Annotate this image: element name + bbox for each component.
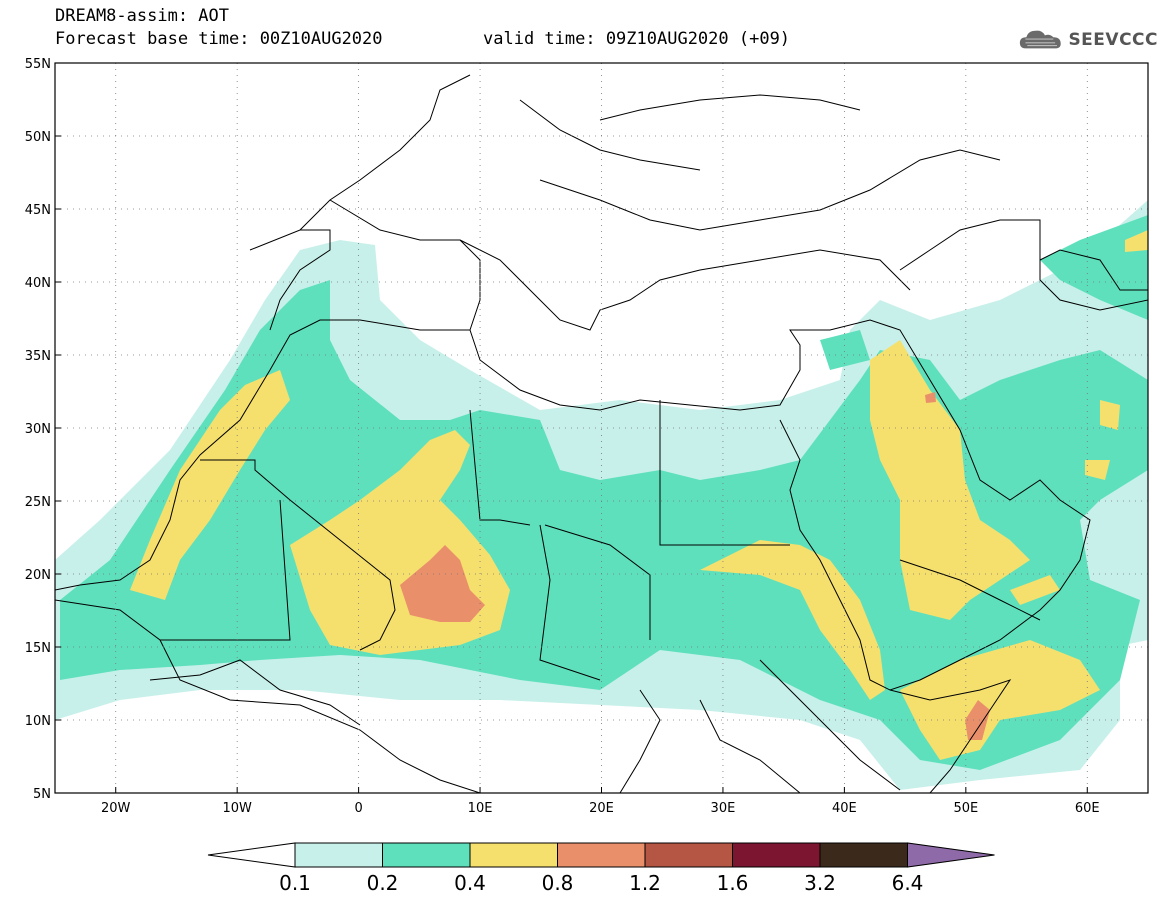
longitude-axis: 20W 10W 0 10E 20E 30E 40E 50E 60E xyxy=(101,787,1100,816)
lon-tick-label: 40E xyxy=(832,801,857,816)
colorbar-swatch xyxy=(469,842,558,868)
lat-tick-label: 25N xyxy=(25,495,51,510)
colorbar-swatch xyxy=(732,842,821,868)
colorbar-tick-label: 1.6 xyxy=(717,871,749,895)
colorbar-under-triangle xyxy=(207,842,296,868)
colorbar-swatch xyxy=(644,842,733,868)
product-title: DREAM8-assim: AOT xyxy=(55,6,229,26)
lon-tick-label: 0 xyxy=(354,801,362,816)
lat-tick-label: 10N xyxy=(25,714,51,729)
coastlines-borders xyxy=(55,74,1148,793)
colorbar-tick-label: 6.4 xyxy=(892,871,924,895)
aot-level-0.4 xyxy=(130,230,1148,760)
cloud-icon xyxy=(1019,30,1061,49)
lat-tick-label: 30N xyxy=(25,422,51,437)
colorbar-over-triangle xyxy=(907,842,995,868)
colorbar-swatch xyxy=(819,842,908,868)
colorbar-tick-label: 0.4 xyxy=(454,871,486,895)
valid-time: valid time: 09Z10AUG2020 (+09) xyxy=(483,29,791,49)
logo-text: SEEVCCC xyxy=(1068,30,1158,50)
lat-lon-grid xyxy=(55,63,1148,793)
lat-tick-label: 35N xyxy=(25,349,51,364)
latitude-axis: 55N 50N 45N 40N 35N 30N 25N 20N 15N 10N 5N xyxy=(25,57,61,802)
lat-tick-label: 45N xyxy=(25,203,51,218)
lon-tick-label: 20W xyxy=(101,801,131,816)
lat-tick-label: 40N xyxy=(25,276,51,291)
lat-tick-label: 55N xyxy=(25,57,51,72)
seevccc-logo: SEEVCCC xyxy=(1018,24,1158,56)
colorbar: 0.1 0.2 0.4 0.8 1.2 1.6 3.2 6.4 xyxy=(207,842,995,895)
lon-tick-label: 20E xyxy=(589,801,614,816)
lon-tick-label: 10W xyxy=(222,801,252,816)
colorbar-tick-label: 1.2 xyxy=(629,871,661,895)
lon-tick-label: 30E xyxy=(711,801,736,816)
lat-tick-label: 5N xyxy=(33,787,51,802)
lon-tick-label: 10E xyxy=(468,801,493,816)
colorbar-swatch xyxy=(294,842,383,868)
colorbar-swatch xyxy=(557,842,646,868)
lat-tick-label: 20N xyxy=(25,568,51,583)
colorbar-tick-label: 3.2 xyxy=(804,871,836,895)
colorbar-tick-label: 0.8 xyxy=(542,871,574,895)
aot-level-0.8 xyxy=(400,392,990,740)
lat-tick-label: 50N xyxy=(25,130,51,145)
colorbar-tick-label: 0.2 xyxy=(367,871,399,895)
colorbar-tick-label: 0.1 xyxy=(279,871,311,895)
colorbar-swatch xyxy=(382,842,471,868)
lon-tick-label: 60E xyxy=(1075,801,1100,816)
lon-tick-label: 50E xyxy=(953,801,978,816)
forecast-base-time: Forecast base time: 00Z10AUG2020 xyxy=(55,29,383,49)
lat-tick-label: 15N xyxy=(25,641,51,656)
